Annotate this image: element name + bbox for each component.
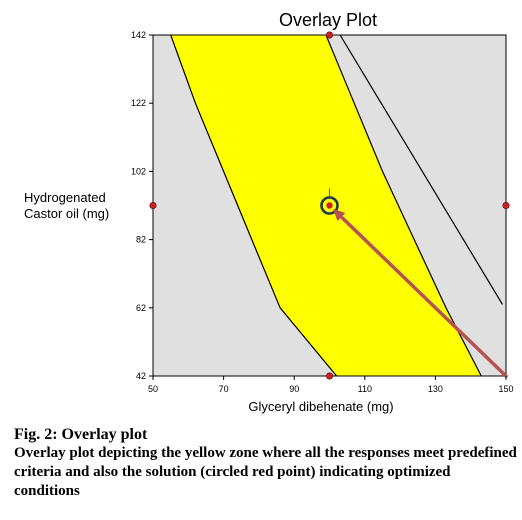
design-point [325, 372, 333, 380]
solution-point [326, 202, 333, 209]
constraint-boundary-line [339, 34, 503, 305]
design-point [325, 31, 333, 39]
annotation-arrow-shaft [340, 216, 508, 378]
x-tick-label: 150 [498, 384, 513, 394]
feasible-left-boundary [170, 34, 338, 377]
axis-ticks: 50 70 90 110 130 150 42 62 82 102 122 142 [131, 30, 514, 394]
x-tick-label: 50 [148, 384, 158, 394]
y-axis-label-line2: Castor oil (mg) [24, 206, 109, 221]
y-tick-label: 122 [131, 98, 146, 108]
annotation-arrow-head [333, 208, 346, 222]
y-tick-label: 42 [136, 371, 146, 381]
feasible-right-boundary [325, 34, 482, 377]
figure-caption: Fig. 2: Overlay plot Overlay plot depict… [14, 425, 518, 501]
design-point [502, 202, 510, 210]
feasible-region [170, 35, 482, 376]
y-tick-label: 62 [136, 303, 146, 313]
x-tick-label: 70 [219, 384, 229, 394]
y-axis-label-line1: Hydrogenated [24, 190, 106, 205]
x-tick-label: 90 [289, 384, 299, 394]
x-tick-label: 130 [428, 384, 443, 394]
chart-title: Overlay Plot [279, 10, 377, 30]
y-tick-label: 102 [131, 166, 146, 176]
y-tick-label: 142 [131, 30, 146, 40]
x-axis-label: Glyceryl dibehenate (mg) [248, 399, 393, 414]
caption-title: Fig. 2: Overlay plot [14, 426, 148, 443]
solution-circle-marker [320, 196, 339, 215]
x-tick-label: 110 [358, 384, 372, 394]
design-point [149, 202, 157, 210]
overlay-plot: Overlay Plot 50 70 90 110 130 150 42 62 82 102 122… [24, 10, 514, 414]
caption-body: Overlay plot depicting the yellow zone w… [14, 445, 517, 499]
y-tick-label: 82 [136, 235, 146, 245]
plot-area [149, 31, 510, 380]
